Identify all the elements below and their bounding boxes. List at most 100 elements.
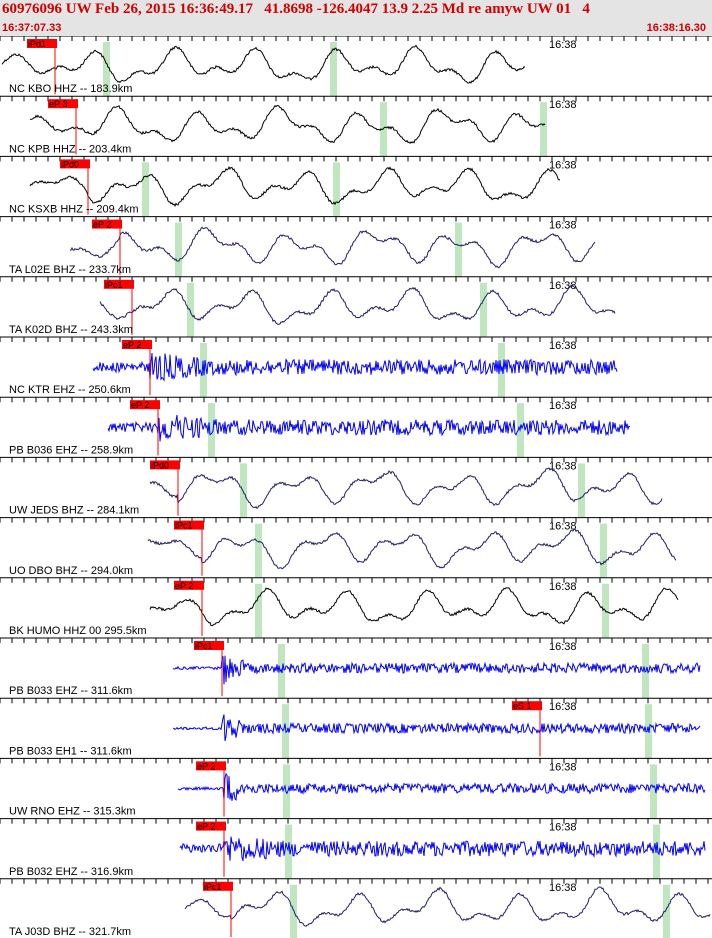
phase-band: [663, 884, 670, 938]
event-header: 60976096 UW Feb 26, 2015 16:36:49.17 41.…: [0, 0, 712, 36]
pick-box: [130, 400, 160, 410]
phase-band: [650, 764, 657, 819]
pick-box: [196, 761, 226, 771]
trace-label: NC KTR EHZ -- 250.6km: [9, 384, 131, 396]
phase-band: [600, 523, 607, 578]
waveform: [29, 104, 546, 144]
phase-band: [330, 42, 337, 97]
phase-band: [208, 403, 215, 458]
pick-label: eP 3: [49, 99, 67, 109]
waveform: [107, 414, 631, 442]
trace-label: TA J03D BHZ -- 321.7km: [9, 926, 131, 938]
pick-label: eP 2: [175, 581, 193, 591]
waveform: [177, 772, 706, 801]
minute-label: 16:38: [549, 280, 577, 292]
waveform: [99, 284, 616, 325]
minute-label: 16:38: [549, 701, 577, 713]
phase-band: [142, 162, 149, 217]
phase-band: [187, 282, 194, 337]
seismogram-panel: 16:38 iPd1 NC KBO HHZ -- 183.9km 16:38 eP 3 N…: [0, 36, 712, 938]
pick-box: [48, 99, 78, 109]
pick-box: [174, 520, 204, 530]
waveform: [92, 352, 618, 382]
trace-label: TA L02E BHZ -- 233.7km: [9, 264, 131, 276]
trace-label: PB B036 EHZ -- 258.9km: [9, 444, 133, 456]
trace-label: UO DBO BHZ -- 294.0km: [9, 565, 133, 577]
trace-label: PB B033 EHZ -- 311.6km: [9, 685, 132, 697]
waveform: [172, 655, 701, 685]
pick-label: eS 1: [513, 701, 532, 711]
phase-band: [333, 162, 340, 217]
waveform: [149, 467, 663, 510]
end-time-label: 16:38:16.30: [646, 22, 706, 34]
pick-box: [196, 821, 226, 831]
phase-band: [255, 583, 262, 638]
pick-box: [194, 641, 224, 650]
pick-label: iPc1: [204, 882, 222, 892]
minute-label: 16:38: [549, 761, 577, 773]
waveform: [179, 836, 706, 862]
pick-label: iPc1: [105, 280, 123, 290]
pick-box: [150, 460, 180, 470]
trace-label: NC KPB HHZ -- 203.4km: [9, 143, 131, 155]
waveform: [69, 226, 596, 269]
pick-label: iPd0: [151, 460, 169, 470]
trace-label: NC KBO HHZ -- 183.9km: [9, 83, 132, 95]
phase-band: [285, 824, 292, 879]
trace-label: PB B032 EHZ -- 316.9km: [9, 866, 133, 878]
pick-label: iPc1: [195, 641, 213, 651]
minute-label: 16:38: [549, 220, 577, 232]
minute-label: 16:38: [549, 39, 577, 51]
pick-label: eP 2: [93, 220, 111, 230]
pick-box: [512, 701, 542, 711]
phase-band: [255, 523, 262, 578]
waveform: [184, 886, 711, 927]
minute-label: 16:38: [549, 581, 577, 593]
trace-label: TA K02D BHZ -- 243.3km: [9, 324, 133, 336]
minute-label: 16:38: [549, 340, 577, 352]
phase-band: [103, 42, 110, 97]
phase-band: [380, 102, 387, 157]
waveform: [149, 587, 679, 627]
minute-label: 16:38: [549, 882, 577, 894]
phase-band: [175, 222, 182, 277]
event-title: 60976096 UW Feb 26, 2015 16:36:49.17 41.…: [2, 1, 590, 17]
minute-label: 16:38: [549, 159, 577, 171]
pick-box: [27, 39, 57, 48]
start-time-label: 16:37:07.33: [2, 22, 62, 34]
pick-label: iPc1: [175, 521, 193, 531]
phase-band: [517, 403, 524, 458]
pick-box: [104, 279, 134, 289]
minute-label: 16:38: [549, 641, 577, 653]
phase-band: [578, 463, 585, 518]
minute-label: 16:38: [549, 521, 577, 533]
pick-label: iPd1: [28, 39, 46, 49]
phase-band: [480, 282, 487, 337]
pick-label: eP 2: [197, 822, 215, 832]
minute-label: 16:38: [549, 822, 577, 834]
pick-box: [122, 340, 152, 349]
waveform: [29, 166, 561, 208]
waveform: [1, 44, 526, 84]
pick-box: [203, 881, 233, 891]
waveform: [172, 714, 701, 742]
phase-band: [283, 764, 290, 819]
waveform: [147, 528, 677, 570]
pick-box: [60, 159, 90, 169]
trace-label: UW JEDS BHZ -- 284.1km: [9, 505, 139, 517]
pick-label: eP 2: [123, 340, 141, 350]
pick-label: eP 2: [131, 400, 149, 410]
phase-band: [540, 102, 547, 157]
phase-band: [455, 222, 462, 277]
phase-band: [240, 463, 247, 518]
pick-box: [174, 580, 204, 590]
minute-label: 16:38: [549, 400, 577, 412]
trace-label: NC KSXB HHZ -- 209.4km: [9, 204, 139, 216]
pick-label: iPd0: [61, 159, 79, 169]
pick-label: eP 2: [197, 761, 215, 771]
trace-label: UW RNO EHZ -- 315.3km: [9, 806, 136, 818]
pick-box: [92, 219, 122, 229]
minute-label: 16:38: [549, 99, 577, 111]
trace-label: PB B033 EH1 -- 311.6km: [9, 745, 132, 757]
trace-label: BK HUMO HHZ 00 295.5km: [9, 625, 147, 637]
